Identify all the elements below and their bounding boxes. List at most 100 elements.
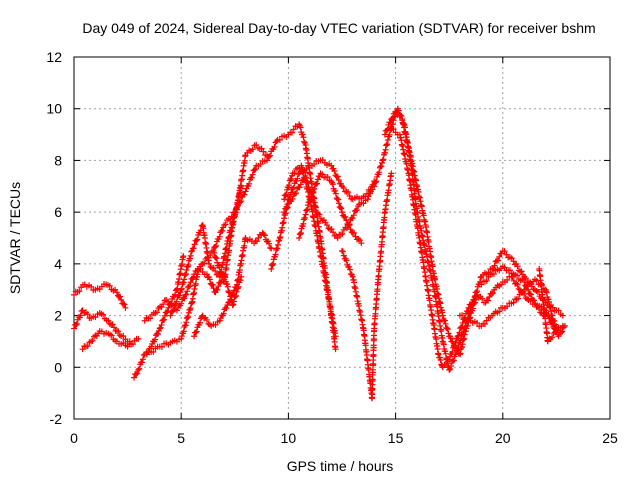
data-point [210,247,217,254]
data-point [121,301,128,308]
data-point [526,290,533,297]
data-point [316,211,323,218]
data-point [238,198,245,205]
data-point [514,272,521,279]
data-point [296,184,303,191]
data-point [267,152,274,159]
data-point [324,174,331,181]
data-point [226,298,233,305]
data-point [448,363,455,370]
data-point [478,281,485,288]
data-point [222,221,229,228]
data-point [276,136,283,143]
data-point [483,277,490,284]
data-point [444,326,451,333]
x-tick-label: 10 [281,430,297,446]
data-point [339,247,345,254]
series-track-16 [388,126,566,371]
data-point [158,343,165,350]
series-track-13 [296,170,365,247]
data-point [455,332,462,339]
data-point [260,231,267,238]
data-point [274,245,281,252]
data-point [331,167,338,174]
data-point [310,202,317,209]
data-point [548,316,555,323]
data-point [116,332,123,339]
data-point [281,209,288,216]
data-point [330,229,337,236]
data-point [113,289,120,296]
data-point [524,283,531,290]
data-point [311,161,318,168]
data-point [197,319,204,326]
data-point [225,233,232,240]
data-point [237,199,244,206]
data-point [399,117,406,124]
data-point [170,307,177,314]
tick-labels: 0 5 10 15 20 25 -2 0 2 4 6 8 10 12 [46,49,618,446]
data-point [91,333,98,340]
data-point [233,206,240,213]
data-point [442,361,449,368]
data-point [551,322,558,329]
data-point [312,203,319,210]
data-point [351,230,358,237]
data-point [465,304,472,311]
data-point [447,365,454,372]
series-track-2 [71,307,133,345]
x-tick-label: 0 [70,430,78,446]
data-point [450,357,457,364]
data-point [510,258,517,265]
data-point [332,190,339,197]
data-point [536,266,543,273]
data-point [163,309,170,316]
data-point [283,191,290,198]
y-tick-label: 0 [54,359,62,375]
data-point [515,295,522,302]
data-point [201,260,208,267]
data-point [334,235,341,241]
y-tick-label: 2 [54,308,62,324]
data-point [388,170,395,177]
data-point [397,112,404,119]
x-tick-label: 15 [388,430,404,446]
data-point [185,313,192,320]
data-point [457,337,464,344]
y-tick-label: 10 [46,101,62,117]
data-point [157,324,164,331]
data-point [488,290,495,297]
series-track-3 [79,328,142,353]
data-point [84,342,91,349]
data-point [266,240,273,247]
data-point [150,348,157,355]
data-point [293,190,300,197]
data-point [304,179,311,186]
data-point [299,131,306,138]
data-point [323,222,330,229]
data-point [73,320,80,327]
data-point [452,339,459,346]
data-point [289,196,296,203]
data-point [446,366,453,373]
series-track-14 [339,170,395,402]
data-point [77,312,84,319]
data-point [307,195,314,202]
data-point [338,205,345,212]
data-point [253,141,260,148]
data-point [364,196,371,203]
data-point [158,321,165,328]
data-point [230,291,237,298]
data-point [281,196,288,203]
data-point [442,320,449,327]
data-point [335,196,342,203]
data-point [156,325,163,332]
data-point [464,308,471,315]
data-point [252,166,259,173]
data-point [106,282,113,289]
data-point [301,138,308,145]
data-point [191,333,198,340]
data-point [193,237,200,244]
data-point [501,248,508,255]
data-point [249,146,256,153]
